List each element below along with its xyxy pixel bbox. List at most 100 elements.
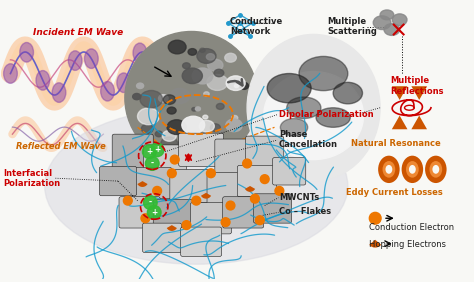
Ellipse shape: [299, 56, 348, 91]
FancyBboxPatch shape: [181, 227, 222, 256]
Text: Interfacial
Polarization: Interfacial Polarization: [3, 169, 60, 188]
FancyBboxPatch shape: [153, 200, 196, 231]
Wedge shape: [137, 181, 147, 187]
Circle shape: [251, 194, 259, 203]
Circle shape: [141, 214, 150, 223]
Circle shape: [144, 196, 157, 210]
Ellipse shape: [163, 95, 175, 104]
FancyBboxPatch shape: [246, 136, 284, 168]
Circle shape: [221, 218, 230, 226]
Ellipse shape: [158, 95, 168, 102]
Ellipse shape: [182, 116, 205, 134]
Ellipse shape: [180, 149, 186, 154]
Ellipse shape: [383, 161, 395, 178]
Ellipse shape: [239, 82, 248, 89]
Circle shape: [147, 206, 161, 219]
Ellipse shape: [425, 156, 447, 183]
Ellipse shape: [280, 118, 308, 136]
Ellipse shape: [380, 10, 394, 20]
Ellipse shape: [203, 115, 208, 119]
Ellipse shape: [162, 131, 176, 141]
Ellipse shape: [384, 24, 400, 36]
Circle shape: [226, 201, 235, 210]
Circle shape: [243, 159, 252, 168]
FancyBboxPatch shape: [119, 197, 160, 228]
Ellipse shape: [231, 79, 242, 87]
Ellipse shape: [188, 49, 197, 55]
Wedge shape: [369, 240, 381, 248]
Text: +: +: [151, 208, 157, 217]
FancyBboxPatch shape: [179, 133, 224, 166]
Circle shape: [369, 212, 381, 224]
Ellipse shape: [20, 43, 34, 62]
Ellipse shape: [149, 61, 163, 81]
Ellipse shape: [220, 131, 224, 134]
Ellipse shape: [155, 131, 163, 137]
Circle shape: [192, 196, 201, 205]
Ellipse shape: [137, 83, 144, 89]
Ellipse shape: [204, 92, 209, 96]
Ellipse shape: [195, 107, 201, 111]
Ellipse shape: [182, 68, 202, 83]
Text: +: +: [154, 145, 160, 154]
Ellipse shape: [226, 119, 242, 132]
Ellipse shape: [4, 64, 18, 83]
FancyBboxPatch shape: [170, 169, 213, 202]
Ellipse shape: [176, 147, 186, 155]
Ellipse shape: [225, 53, 237, 62]
Text: Phase
Cancellation: Phase Cancellation: [279, 130, 338, 149]
Ellipse shape: [432, 165, 439, 174]
Ellipse shape: [133, 93, 141, 100]
Wedge shape: [201, 193, 211, 199]
Text: MWCNTs: MWCNTs: [279, 193, 319, 202]
Circle shape: [255, 216, 264, 224]
Ellipse shape: [117, 73, 130, 92]
FancyBboxPatch shape: [144, 145, 186, 178]
Circle shape: [153, 186, 162, 195]
Ellipse shape: [192, 107, 197, 111]
FancyBboxPatch shape: [100, 166, 137, 196]
Wedge shape: [245, 186, 255, 192]
Circle shape: [207, 169, 215, 178]
Circle shape: [146, 157, 159, 170]
FancyBboxPatch shape: [215, 139, 256, 174]
FancyBboxPatch shape: [254, 194, 292, 223]
Text: Multiple
Reflections: Multiple Reflections: [390, 76, 444, 96]
Ellipse shape: [161, 137, 178, 150]
Polygon shape: [392, 86, 408, 100]
Ellipse shape: [133, 43, 147, 63]
Ellipse shape: [378, 156, 400, 183]
Ellipse shape: [373, 16, 391, 30]
Ellipse shape: [264, 72, 364, 160]
Ellipse shape: [392, 14, 407, 26]
Ellipse shape: [36, 70, 50, 90]
Ellipse shape: [247, 34, 380, 181]
Circle shape: [260, 175, 269, 184]
Ellipse shape: [100, 81, 114, 101]
Circle shape: [150, 143, 164, 157]
Ellipse shape: [333, 82, 363, 104]
Ellipse shape: [179, 138, 191, 148]
FancyBboxPatch shape: [143, 223, 182, 252]
Circle shape: [167, 169, 176, 178]
Text: Dipolar Polarization: Dipolar Polarization: [279, 110, 374, 119]
Ellipse shape: [208, 59, 223, 71]
Circle shape: [275, 186, 284, 195]
Polygon shape: [411, 86, 427, 100]
FancyBboxPatch shape: [223, 197, 264, 228]
Ellipse shape: [84, 49, 98, 69]
Ellipse shape: [140, 91, 163, 108]
Ellipse shape: [68, 51, 82, 70]
Text: Incident EM Wave: Incident EM Wave: [33, 28, 123, 37]
FancyBboxPatch shape: [237, 166, 276, 197]
Ellipse shape: [287, 97, 321, 118]
Polygon shape: [411, 116, 427, 129]
FancyBboxPatch shape: [133, 168, 172, 199]
Circle shape: [143, 145, 156, 158]
Ellipse shape: [216, 103, 224, 109]
FancyBboxPatch shape: [273, 158, 306, 185]
Ellipse shape: [137, 108, 159, 125]
Text: +: +: [146, 147, 153, 156]
Ellipse shape: [267, 74, 311, 103]
Ellipse shape: [212, 124, 221, 131]
